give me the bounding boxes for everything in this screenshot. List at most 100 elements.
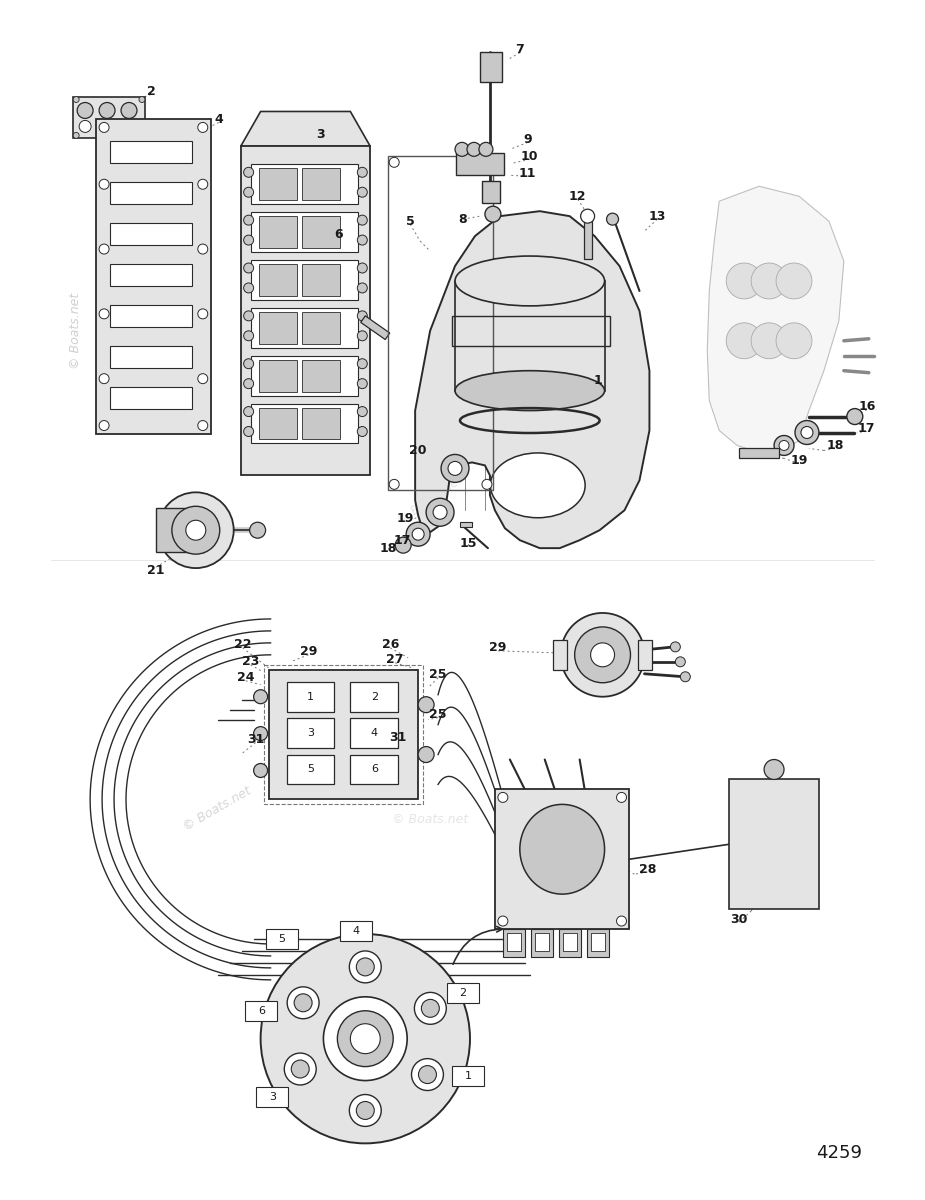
Bar (156, 509, 204, 552)
Circle shape (795, 420, 819, 444)
Text: 31: 31 (389, 731, 407, 744)
Circle shape (243, 407, 253, 416)
Bar (251, 355, 358, 396)
Bar (452, 316, 610, 346)
Bar (351, 718, 398, 748)
Text: 6: 6 (258, 1006, 265, 1016)
Bar (110, 142, 191, 163)
Text: 7: 7 (515, 43, 524, 56)
Circle shape (482, 157, 492, 167)
Text: 3: 3 (307, 727, 314, 738)
Circle shape (243, 426, 253, 437)
Circle shape (294, 994, 312, 1012)
Text: 11: 11 (519, 167, 536, 180)
Circle shape (139, 132, 145, 138)
Circle shape (413, 528, 425, 540)
Text: 1: 1 (593, 374, 602, 388)
Circle shape (776, 263, 812, 299)
Circle shape (243, 263, 253, 272)
Bar (110, 223, 191, 245)
Circle shape (243, 331, 253, 341)
Bar (507, 932, 521, 950)
Circle shape (779, 440, 789, 450)
Circle shape (418, 697, 434, 713)
Bar (351, 682, 398, 712)
Text: 3: 3 (269, 1092, 276, 1102)
Bar (245, 1001, 278, 1021)
Circle shape (356, 958, 375, 976)
Circle shape (422, 1000, 439, 1018)
Circle shape (726, 263, 762, 299)
Text: 12: 12 (569, 190, 586, 203)
Text: 17: 17 (858, 422, 876, 436)
Circle shape (243, 359, 253, 368)
Circle shape (99, 122, 109, 132)
Ellipse shape (455, 371, 605, 410)
Bar (73, 96, 145, 138)
Bar (287, 682, 334, 712)
Bar (452, 1067, 485, 1086)
Circle shape (284, 1054, 316, 1085)
Circle shape (479, 143, 493, 156)
Bar (302, 168, 340, 200)
Polygon shape (240, 112, 370, 146)
Circle shape (357, 379, 367, 389)
Bar (302, 264, 340, 296)
Bar (739, 449, 779, 458)
Text: 28: 28 (639, 863, 656, 876)
Bar (584, 220, 592, 259)
Bar (456, 154, 504, 175)
Circle shape (426, 498, 454, 527)
Bar (259, 264, 297, 296)
Circle shape (99, 179, 109, 190)
Bar (259, 408, 297, 439)
Circle shape (357, 426, 367, 437)
Text: 2: 2 (146, 85, 155, 98)
Bar (110, 182, 191, 204)
Circle shape (357, 283, 367, 293)
Circle shape (338, 1010, 393, 1067)
Circle shape (198, 373, 208, 384)
Circle shape (455, 143, 469, 156)
Circle shape (406, 522, 430, 546)
Circle shape (671, 642, 681, 652)
Circle shape (433, 505, 447, 520)
Bar (251, 308, 358, 348)
Circle shape (101, 120, 113, 132)
Circle shape (99, 244, 109, 254)
Bar (287, 718, 334, 748)
Circle shape (253, 690, 267, 703)
Text: 26: 26 (381, 638, 399, 652)
Circle shape (158, 492, 234, 568)
Bar (110, 264, 191, 286)
Text: 5: 5 (406, 215, 414, 228)
Circle shape (350, 950, 381, 983)
Ellipse shape (455, 256, 605, 306)
Circle shape (351, 1024, 380, 1054)
Circle shape (198, 179, 208, 190)
Bar (259, 360, 297, 391)
Text: 8: 8 (459, 212, 467, 226)
Circle shape (198, 308, 208, 319)
Circle shape (356, 1102, 375, 1120)
Text: 25: 25 (429, 708, 447, 721)
Circle shape (389, 157, 400, 167)
Circle shape (774, 436, 794, 456)
Bar (638, 640, 652, 670)
Circle shape (99, 420, 109, 431)
Bar (361, 316, 389, 340)
Circle shape (357, 331, 367, 341)
Circle shape (418, 746, 434, 762)
Circle shape (764, 760, 784, 780)
Circle shape (287, 986, 319, 1019)
Bar (302, 360, 340, 391)
Bar (96, 120, 211, 433)
Bar (495, 790, 630, 929)
Circle shape (253, 727, 267, 740)
Circle shape (357, 235, 367, 245)
Text: 3: 3 (316, 128, 325, 140)
Circle shape (243, 167, 253, 178)
Bar (302, 408, 340, 439)
Bar (110, 346, 191, 367)
Circle shape (243, 283, 253, 293)
